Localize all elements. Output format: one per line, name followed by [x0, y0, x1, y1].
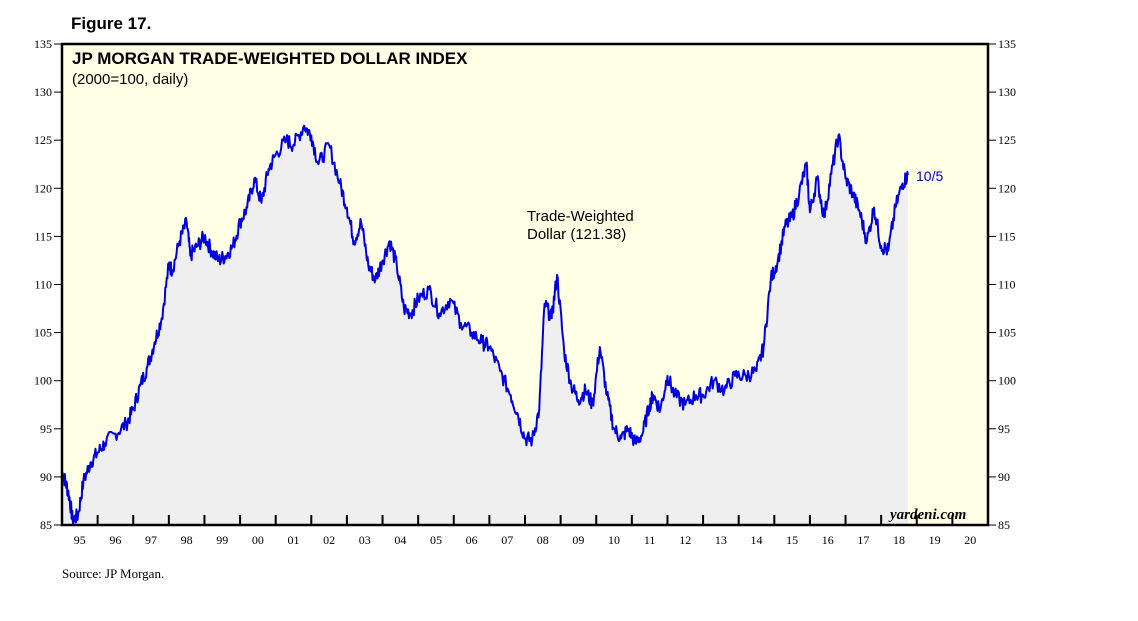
x-tick-label: 20 — [964, 533, 976, 547]
y-tick-label-left: 130 — [34, 85, 52, 99]
line-layer — [61, 124, 909, 526]
end-date-label: 10/5 — [916, 168, 943, 184]
x-tick-label: 02 — [323, 533, 335, 547]
source-note: Source: JP Morgan. — [62, 566, 165, 581]
x-tick-label: 98 — [181, 533, 193, 547]
y-tick-label-right: 125 — [998, 133, 1016, 147]
brand-label: yardeni.com — [888, 507, 966, 523]
series-line — [61, 124, 909, 526]
x-tick-label: 15 — [786, 533, 798, 547]
chart-subtitle: (2000=100, daily) — [72, 71, 188, 88]
x-tick-label: 07 — [501, 533, 513, 547]
x-tick-label: 01 — [288, 533, 300, 547]
x-tick-label: 16 — [822, 533, 834, 547]
y-tick-label-right: 120 — [998, 181, 1016, 195]
x-tick-label: 12 — [679, 533, 691, 547]
y-tick-label-left: 125 — [34, 133, 52, 147]
x-tick-label: 10 — [608, 533, 620, 547]
x-tick-label: 08 — [537, 533, 549, 547]
area-layer — [62, 125, 908, 526]
series-label-line2: Dollar (121.38) — [527, 226, 626, 243]
series-area — [62, 125, 908, 526]
y-tick-label-right: 110 — [998, 278, 1016, 292]
y-tick-label-right: 130 — [998, 85, 1016, 99]
y-tick-label-left: 120 — [34, 181, 52, 195]
y-tick-label-right: 100 — [998, 374, 1016, 388]
figure-label: Figure 17. — [71, 14, 152, 33]
chart-title: JP MORGAN TRADE-WEIGHTED DOLLAR INDEX — [72, 49, 468, 68]
x-tick-label: 09 — [572, 533, 584, 547]
x-tick-label: 04 — [394, 533, 406, 547]
x-tick-label: 17 — [857, 533, 869, 547]
y-tick-label-left: 135 — [34, 37, 52, 51]
x-tick-label: 96 — [109, 533, 121, 547]
y-axis-left: 85 90 95 100 105 110 115 120 125 130 135 — [34, 37, 62, 532]
series-label-line1: Trade-Weighted — [527, 208, 634, 225]
y-tick-label-right: 135 — [998, 37, 1016, 51]
y-tick-label-left: 85 — [40, 518, 52, 532]
y-tick-label-left: 95 — [40, 422, 52, 436]
x-tick-label: 19 — [929, 533, 941, 547]
y-tick-label-right: 105 — [998, 326, 1016, 340]
y-tick-label-left: 90 — [40, 470, 52, 484]
y-tick-label-right: 85 — [998, 518, 1010, 532]
x-tick-label: 13 — [715, 533, 727, 547]
x-tick-label: 00 — [252, 533, 264, 547]
x-tick-label: 99 — [216, 533, 228, 547]
y-tick-label-left: 115 — [34, 229, 52, 243]
x-tick-label: 03 — [359, 533, 371, 547]
y-tick-label-right: 90 — [998, 470, 1010, 484]
x-tick-label: 95 — [74, 533, 86, 547]
x-tick-label: 14 — [751, 533, 763, 547]
y-tick-label-left: 100 — [34, 374, 52, 388]
x-tick-label: 05 — [430, 533, 442, 547]
x-tick-label: 18 — [893, 533, 905, 547]
y-axis-right: 85 90 95 100 105 110 115 120 125 130 135 — [988, 37, 1016, 532]
x-axis: 95 96 97 98 99 00 01 02 03 04 05 06 07 08 09 10 11 12 13 14… — [74, 515, 976, 547]
x-tick-label: 11 — [644, 533, 656, 547]
y-tick-label-left: 110 — [34, 278, 52, 292]
x-tick-label: 97 — [145, 533, 157, 547]
x-tick-label: 06 — [466, 533, 478, 547]
y-tick-label-left: 105 — [34, 326, 52, 340]
y-tick-label-right: 95 — [998, 422, 1010, 436]
y-tick-label-right: 115 — [998, 229, 1016, 243]
